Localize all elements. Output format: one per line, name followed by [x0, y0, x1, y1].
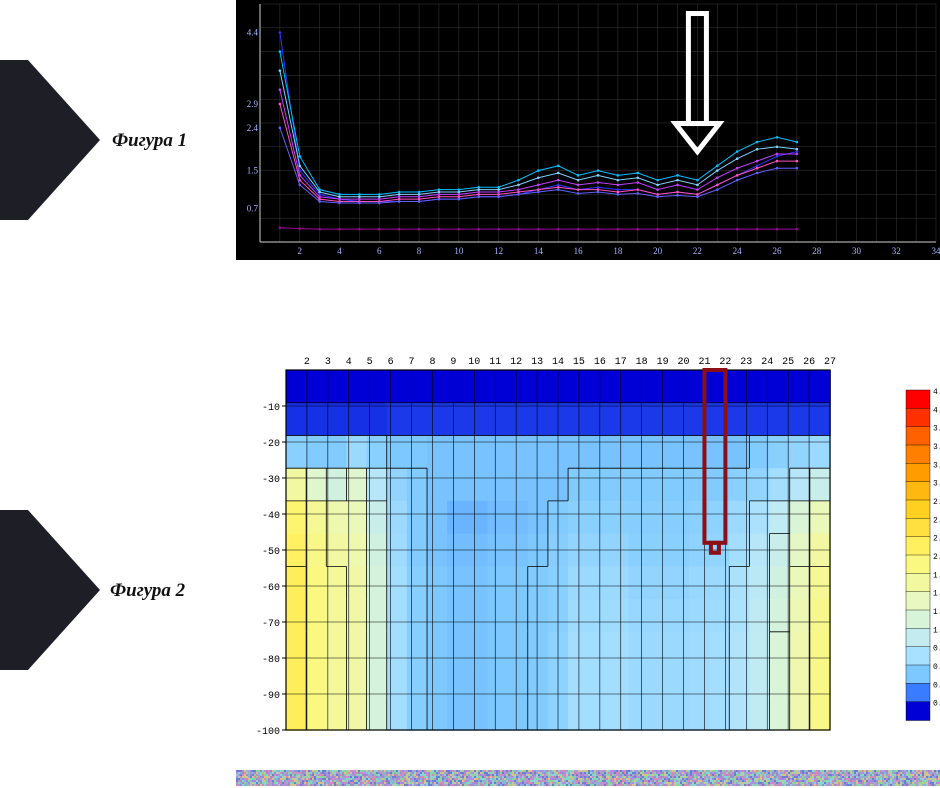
svg-text:1.29: 1.29 [933, 608, 940, 617]
svg-text:2.32: 2.32 [933, 535, 940, 544]
svg-text:14: 14 [534, 246, 544, 256]
svg-text:13: 13 [531, 357, 543, 368]
svg-text:-30: -30 [262, 475, 280, 486]
svg-text:4: 4 [337, 246, 342, 256]
svg-text:9: 9 [450, 357, 456, 368]
figure-2-heatmap: 2345678910111213141516171819202122232425… [236, 350, 940, 750]
svg-text:1.81: 1.81 [933, 571, 940, 580]
svg-text:3.35: 3.35 [933, 461, 940, 470]
svg-text:26: 26 [772, 246, 782, 256]
svg-text:17: 17 [615, 357, 627, 368]
svg-text:11: 11 [489, 357, 501, 368]
svg-text:12: 12 [494, 246, 503, 256]
svg-text:-20: -20 [262, 439, 280, 450]
svg-text:8: 8 [429, 357, 435, 368]
svg-text:12: 12 [510, 357, 522, 368]
svg-text:3.61: 3.61 [933, 443, 940, 452]
svg-text:0.00: 0.00 [933, 700, 940, 709]
svg-text:4.39: 4.39 [933, 388, 940, 397]
svg-text:0.52: 0.52 [933, 663, 940, 672]
svg-text:-50: -50 [262, 547, 280, 558]
svg-text:2: 2 [304, 357, 310, 368]
svg-text:2.06: 2.06 [933, 553, 940, 562]
svg-text:2.84: 2.84 [933, 498, 940, 507]
svg-text:1.55: 1.55 [933, 590, 940, 599]
figure-1-label: Фигура 1 [112, 130, 187, 152]
svg-text:1.03: 1.03 [933, 626, 940, 635]
svg-text:18: 18 [636, 357, 648, 368]
svg-text:-70: -70 [262, 619, 280, 630]
svg-text:-80: -80 [262, 655, 280, 666]
svg-text:27: 27 [824, 357, 836, 368]
chevron-marker-1 [0, 60, 100, 220]
svg-text:0.77: 0.77 [933, 645, 940, 654]
svg-text:4.4: 4.4 [247, 28, 259, 38]
svg-text:4: 4 [346, 357, 352, 368]
svg-text:16: 16 [594, 357, 606, 368]
svg-text:32: 32 [892, 246, 901, 256]
svg-text:0.7: 0.7 [247, 204, 259, 214]
noise-strip [236, 770, 940, 786]
svg-text:20: 20 [678, 357, 690, 368]
svg-text:16: 16 [574, 246, 584, 256]
svg-text:4.13: 4.13 [933, 406, 940, 415]
svg-text:28: 28 [812, 246, 822, 256]
svg-text:24: 24 [733, 246, 743, 256]
svg-text:21: 21 [698, 357, 710, 368]
svg-text:8: 8 [417, 246, 422, 256]
svg-text:19: 19 [657, 357, 669, 368]
figure-1-line-chart: 0.71.52.42.94.42468101214161820222426283… [236, 0, 940, 260]
svg-text:34: 34 [932, 246, 940, 256]
svg-text:-10: -10 [262, 403, 280, 414]
svg-text:24: 24 [761, 357, 773, 368]
svg-text:2.9: 2.9 [247, 99, 259, 109]
svg-text:10: 10 [454, 246, 464, 256]
svg-text:22: 22 [719, 357, 731, 368]
svg-text:10: 10 [468, 357, 480, 368]
svg-text:14: 14 [552, 357, 564, 368]
svg-text:23: 23 [740, 357, 752, 368]
svg-text:18: 18 [613, 246, 623, 256]
svg-text:15: 15 [573, 357, 585, 368]
chevron-marker-2 [0, 510, 100, 670]
svg-text:3.10: 3.10 [933, 480, 940, 489]
svg-text:2.4: 2.4 [247, 123, 259, 133]
svg-text:2.58: 2.58 [933, 516, 940, 525]
svg-text:7: 7 [409, 357, 415, 368]
svg-text:-40: -40 [262, 511, 280, 522]
svg-text:-60: -60 [262, 583, 280, 594]
svg-text:5: 5 [367, 357, 373, 368]
svg-text:6: 6 [388, 357, 394, 368]
svg-text:6: 6 [377, 246, 382, 256]
svg-text:-90: -90 [262, 691, 280, 702]
svg-text:25: 25 [782, 357, 794, 368]
svg-text:20: 20 [653, 246, 663, 256]
svg-text:-100: -100 [256, 727, 280, 738]
svg-text:3: 3 [325, 357, 331, 368]
svg-text:3.87: 3.87 [933, 425, 940, 434]
svg-text:26: 26 [803, 357, 815, 368]
svg-text:2: 2 [298, 246, 303, 256]
svg-text:1.5: 1.5 [247, 166, 259, 176]
svg-text:22: 22 [693, 246, 702, 256]
svg-text:0.26: 0.26 [933, 681, 940, 690]
svg-text:30: 30 [852, 246, 862, 256]
figure-2-label: Фигура 2 [110, 580, 185, 602]
